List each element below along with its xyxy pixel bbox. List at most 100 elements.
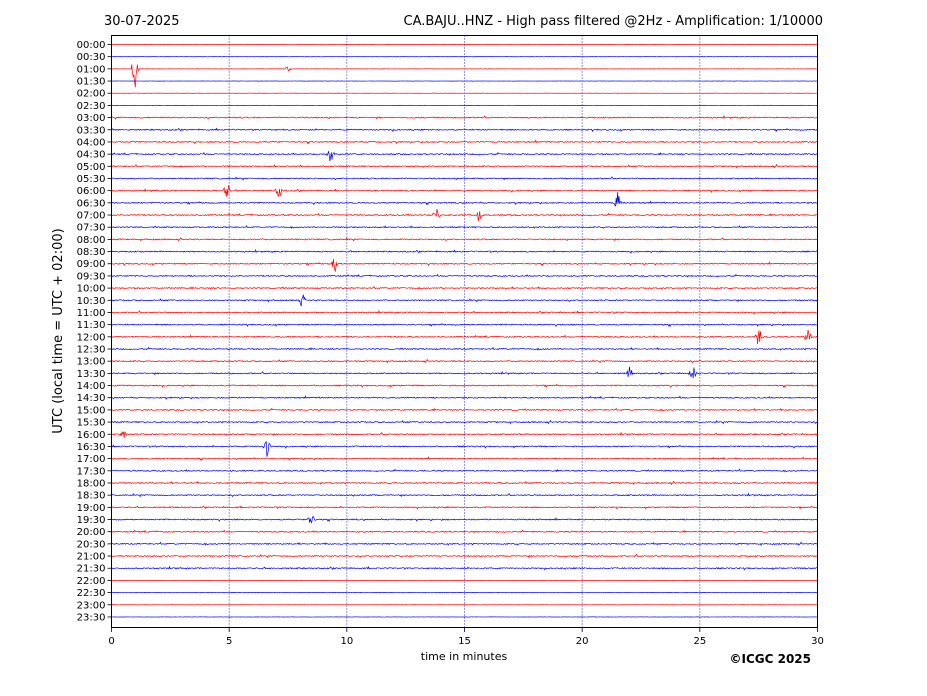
row-label: 02:00 bbox=[77, 89, 106, 100]
trace-line bbox=[111, 64, 818, 88]
row-label: 19:00 bbox=[77, 503, 106, 514]
row-label: 08:00 bbox=[77, 235, 106, 246]
trace-line bbox=[111, 185, 818, 197]
row-label: 13:30 bbox=[77, 369, 106, 380]
trace-line bbox=[111, 192, 818, 207]
trace-line bbox=[111, 294, 818, 307]
row-label: 20:00 bbox=[77, 527, 106, 538]
row-label: 23:30 bbox=[77, 612, 106, 623]
y-axis-label: UTC (local time = UTC + 02:00) bbox=[51, 228, 66, 433]
row-label: 12:30 bbox=[77, 345, 106, 356]
trace-line bbox=[111, 114, 818, 120]
trace-line bbox=[111, 346, 818, 351]
trace-line bbox=[111, 565, 818, 571]
row-label: 17:30 bbox=[77, 466, 106, 477]
trace-line bbox=[111, 529, 818, 534]
trace-rows bbox=[111, 44, 818, 618]
row-label: 00:30 bbox=[77, 52, 106, 63]
row-label: 07:00 bbox=[77, 211, 106, 222]
trace-line bbox=[111, 127, 818, 133]
trace-line bbox=[111, 492, 818, 498]
trace-line bbox=[111, 236, 818, 242]
row-label: 10:00 bbox=[77, 284, 106, 295]
trace-line bbox=[111, 395, 818, 400]
trace-line bbox=[111, 541, 818, 547]
trace-line bbox=[111, 309, 818, 315]
row-label: 16:30 bbox=[77, 442, 106, 453]
trace-line bbox=[111, 505, 818, 510]
row-label: 11:30 bbox=[77, 320, 106, 331]
row-label: 22:30 bbox=[77, 588, 106, 599]
row-label: 11:00 bbox=[77, 308, 106, 319]
trace-line bbox=[111, 163, 818, 169]
trace-line bbox=[111, 329, 818, 344]
row-label: 01:00 bbox=[77, 64, 106, 75]
trace-line bbox=[111, 441, 818, 457]
row-label: 12:00 bbox=[77, 332, 106, 343]
trace-line bbox=[111, 456, 818, 462]
row-label: 00:00 bbox=[77, 40, 106, 51]
trace-line bbox=[111, 322, 818, 328]
trace-line bbox=[111, 258, 818, 273]
x-tick-label: 30 bbox=[811, 636, 824, 647]
chart-title: CA.BAJU..HNZ - High pass filtered @2Hz -… bbox=[404, 14, 824, 29]
date-label: 30-07-2025 bbox=[104, 14, 180, 29]
row-label: 02:30 bbox=[77, 101, 106, 112]
trace-line bbox=[111, 366, 818, 379]
row-label: 05:00 bbox=[77, 162, 106, 173]
trace-line bbox=[111, 273, 818, 278]
x-tick-label: 15 bbox=[458, 636, 471, 647]
x-tick-label: 5 bbox=[226, 636, 232, 647]
trace-line bbox=[111, 407, 818, 412]
row-label: 09:30 bbox=[77, 271, 106, 282]
trace-line bbox=[111, 224, 818, 229]
row-label: 15:30 bbox=[77, 418, 106, 429]
row-label: 10:30 bbox=[77, 296, 106, 307]
row-label: 03:00 bbox=[77, 113, 106, 124]
row-label: 18:00 bbox=[77, 478, 106, 489]
trace-line bbox=[111, 480, 818, 486]
row-label: 04:30 bbox=[77, 150, 106, 161]
row-label: 15:00 bbox=[77, 405, 106, 416]
row-label: 05:30 bbox=[77, 174, 106, 185]
trace-line bbox=[111, 139, 818, 145]
row-label: 04:00 bbox=[77, 137, 106, 148]
x-tick-label: 10 bbox=[340, 636, 353, 647]
trace-line bbox=[111, 151, 818, 162]
row-label: 06:30 bbox=[77, 198, 106, 209]
plot-frame bbox=[111, 35, 818, 628]
row-label: 13:00 bbox=[77, 357, 106, 368]
row-label: 07:30 bbox=[77, 223, 106, 234]
trace-line bbox=[111, 248, 818, 254]
trace-line bbox=[111, 208, 818, 222]
row-label: 23:00 bbox=[77, 600, 106, 611]
row-label: 08:30 bbox=[77, 247, 106, 258]
row-label: 16:00 bbox=[77, 430, 106, 441]
x-tick-label: 0 bbox=[108, 636, 114, 647]
trace-line bbox=[111, 383, 818, 388]
x-tick-label: 20 bbox=[576, 636, 589, 647]
trace-line bbox=[111, 176, 818, 181]
trace-line bbox=[111, 285, 818, 290]
row-label: 09:00 bbox=[77, 259, 106, 270]
row-label: 21:30 bbox=[77, 564, 106, 575]
trace-line bbox=[111, 515, 818, 524]
trace-line bbox=[111, 553, 818, 559]
row-label: 14:30 bbox=[77, 393, 106, 404]
x-axis-label: time in minutes bbox=[421, 650, 508, 663]
row-label: 21:00 bbox=[77, 552, 106, 563]
x-tick-label: 25 bbox=[693, 636, 706, 647]
x-axis-ticks: 0 5 10 15 20 25 30 bbox=[108, 627, 824, 647]
row-label: 17:00 bbox=[77, 454, 106, 465]
trace-line bbox=[111, 468, 818, 473]
row-label: 03:30 bbox=[77, 125, 106, 136]
row-label: 22:00 bbox=[77, 576, 106, 587]
trace-line bbox=[111, 419, 818, 425]
row-label: 19:30 bbox=[77, 515, 106, 526]
trace-line bbox=[111, 358, 818, 364]
row-label: 06:00 bbox=[77, 186, 106, 197]
vertical-grid bbox=[228, 35, 701, 628]
row-label: 18:30 bbox=[77, 491, 106, 502]
